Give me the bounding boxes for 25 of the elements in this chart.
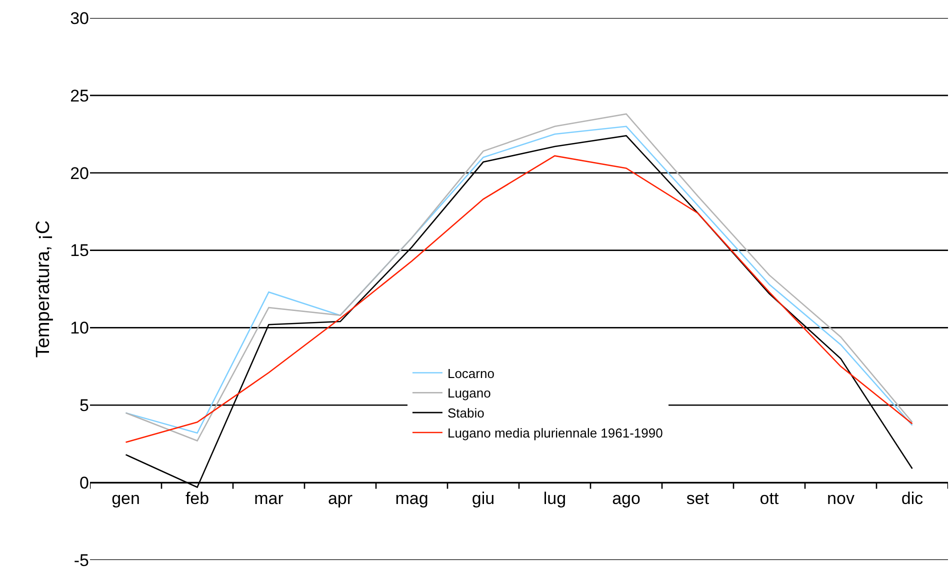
x-tick-label: nov [827, 489, 855, 508]
x-tick-label: set [686, 489, 710, 508]
x-tick-label: ott [760, 489, 779, 508]
y-tick-label: 30 [70, 8, 89, 28]
y-tick-label: 10 [70, 318, 89, 338]
x-tick-label: apr [328, 489, 353, 508]
x-tick-label: giu [472, 489, 495, 508]
x-tick-label: ago [612, 489, 640, 508]
y-tick-label: 15 [70, 241, 89, 260]
legend-label: Locarno [447, 366, 494, 381]
y-tick-label: -5 [74, 550, 89, 570]
y-axis-title: Temperatura, ¡C [32, 220, 54, 358]
legend-label: Lugano [447, 386, 491, 401]
y-tick-label: 25 [70, 86, 89, 106]
x-tick-label: feb [185, 489, 210, 508]
y-tick-label: 20 [70, 164, 89, 183]
legend-label: Lugano media pluriennale 1961-1990 [447, 426, 663, 441]
x-tick-label: mar [254, 489, 284, 508]
x-tick-label: dic [901, 489, 924, 508]
x-tick-label: lug [543, 489, 566, 508]
y-tick-label: 0 [80, 474, 89, 493]
x-tick-label: mag [395, 489, 428, 508]
y-tick-label: 5 [80, 396, 89, 416]
x-tick-label: gen [112, 489, 140, 508]
legend-label: Stabio [447, 406, 484, 421]
